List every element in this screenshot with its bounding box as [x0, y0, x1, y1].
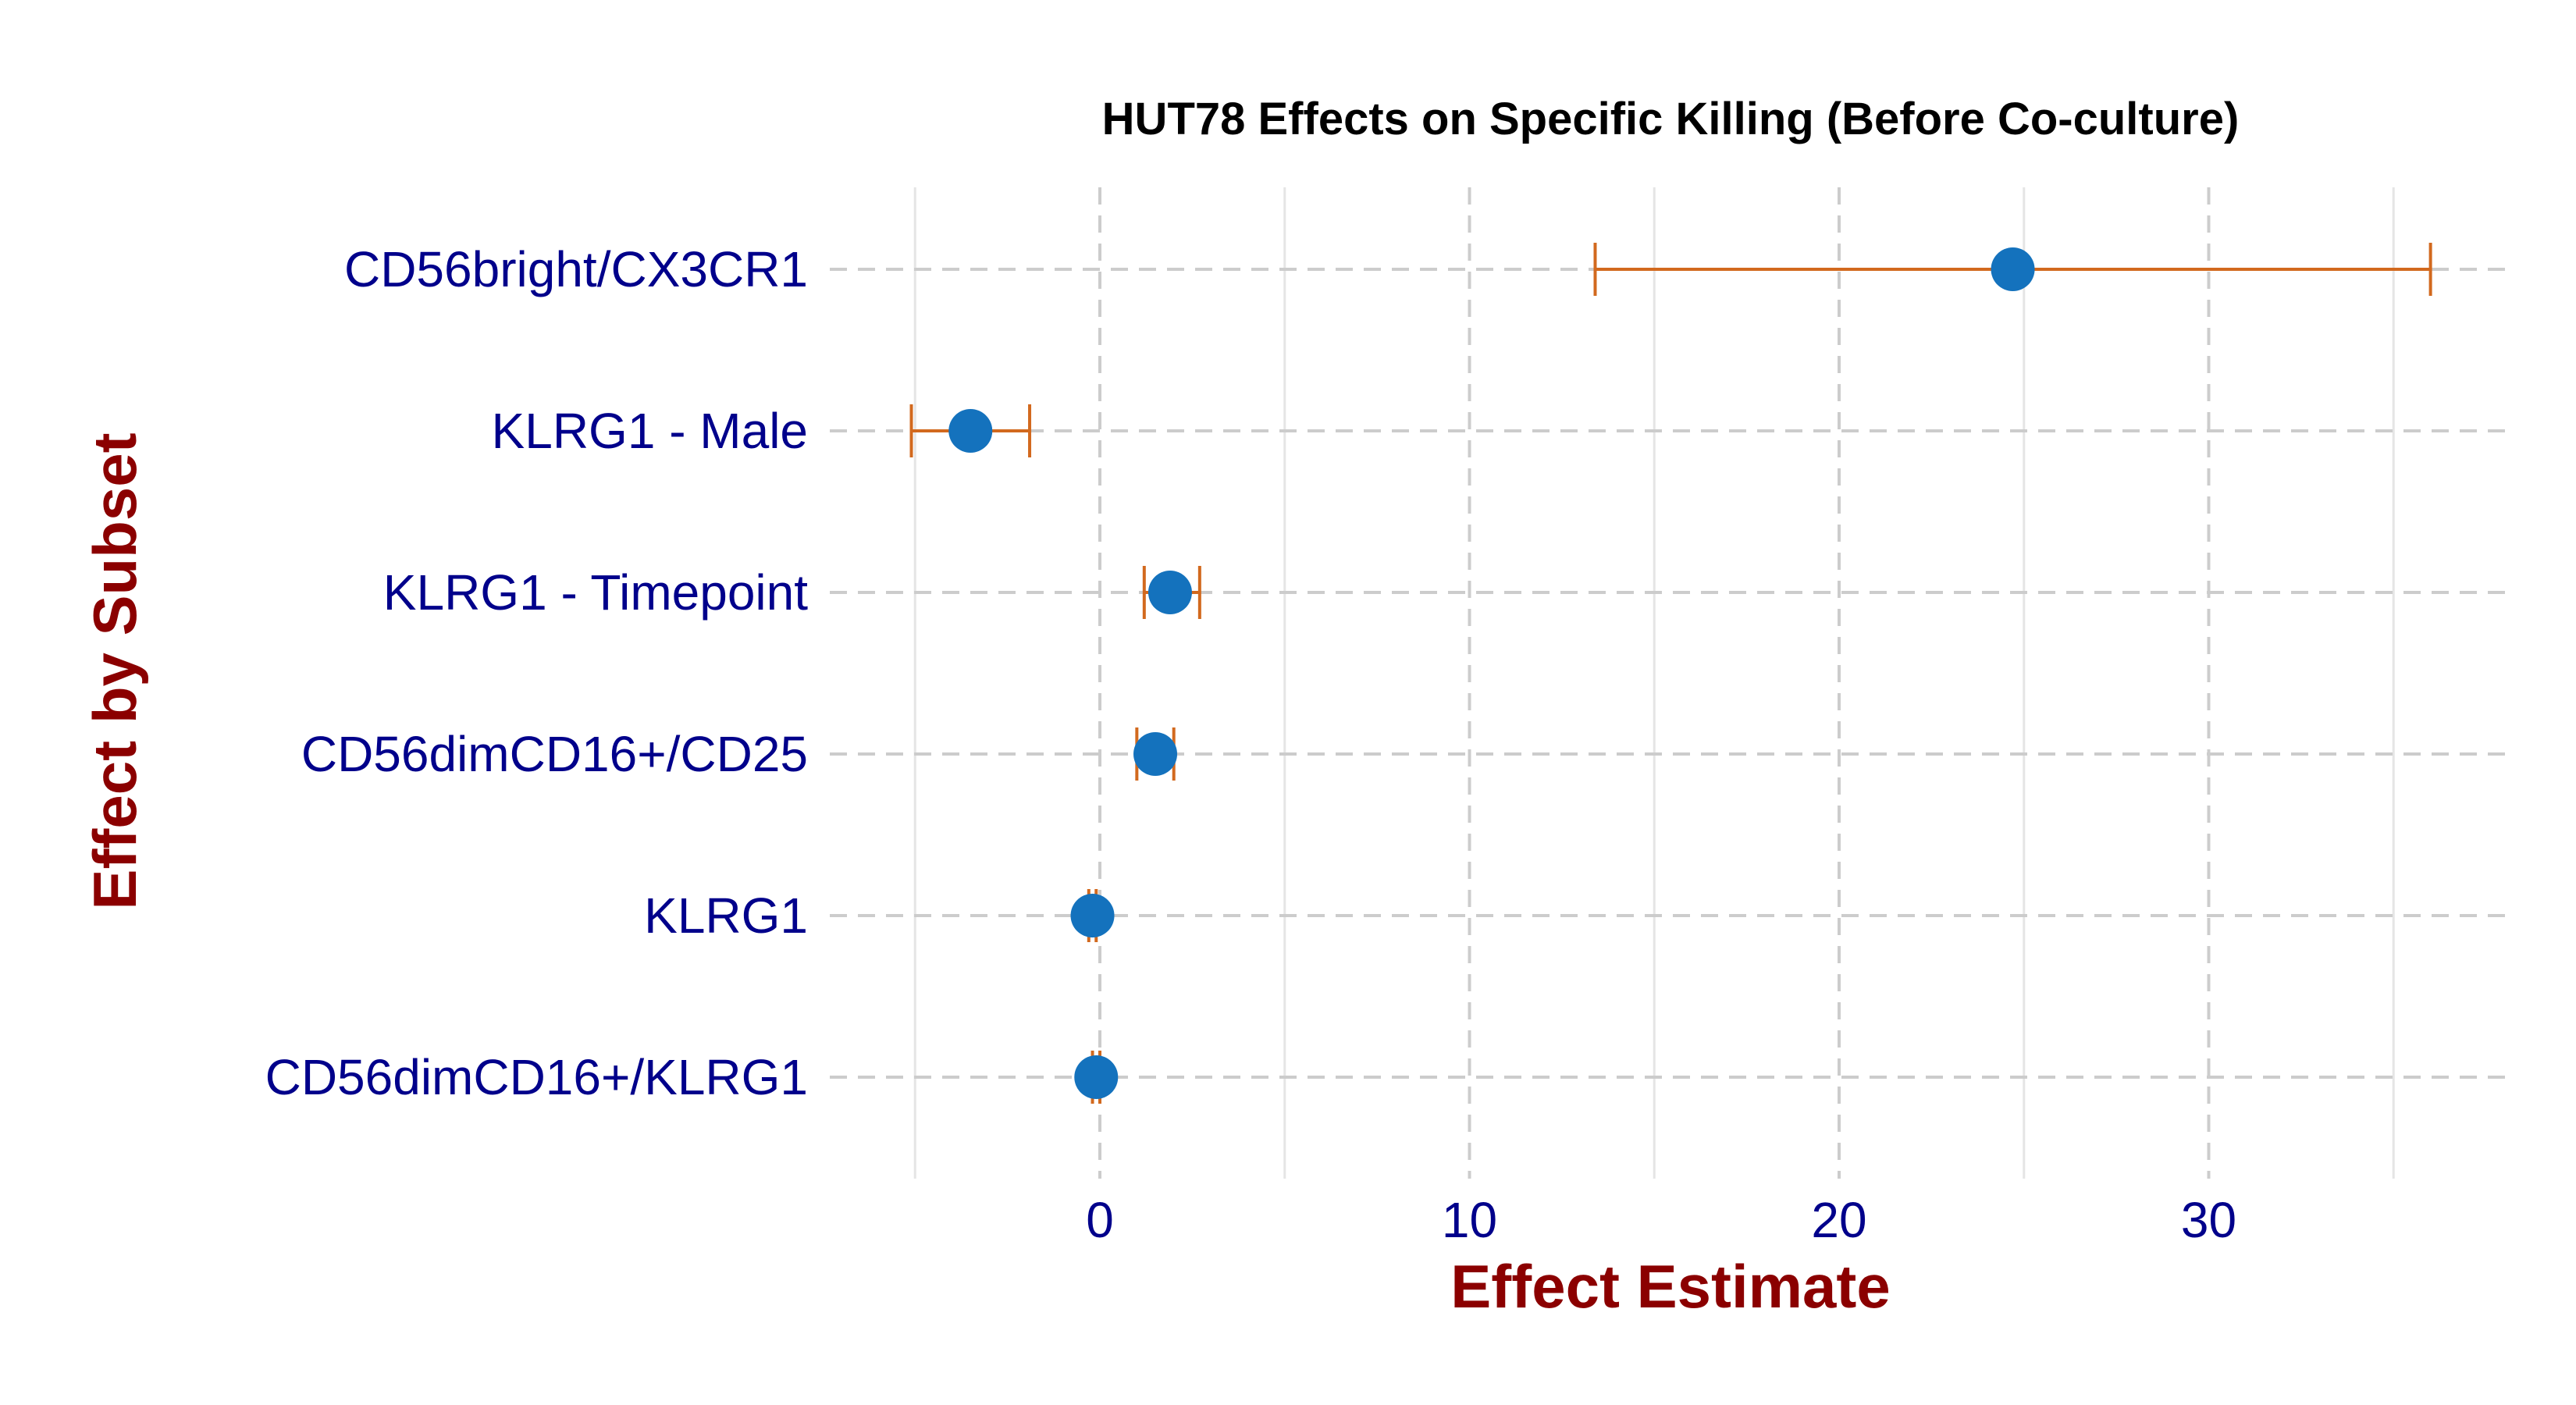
y-tick-label: CD56dimCD16+/KLRG1 [265, 1049, 808, 1105]
y-tick-label: KLRG1 - Timepoint [383, 564, 808, 621]
y-tick-label: KLRG1 - Male [492, 403, 808, 459]
y-tick-label: CD56dimCD16+/CD25 [301, 726, 808, 782]
x-tick-label: 10 [1442, 1192, 1497, 1248]
y-axis-title: Effect by Subset [80, 432, 149, 909]
x-tick-label: 30 [2181, 1192, 2236, 1248]
major-gridlines [830, 187, 2508, 1179]
y-tick-label: CD56bright/CX3CR1 [344, 241, 808, 297]
y-tick-label: KLRG1 [644, 887, 808, 944]
point-estimate [948, 409, 993, 453]
point-estimate [1147, 571, 1192, 614]
point-estimates [948, 247, 2035, 1099]
x-tick-labels: 0 10 20 30 [1086, 1192, 2236, 1248]
minor-gridlines [913, 187, 2395, 1179]
point-estimate [1991, 247, 2035, 291]
x-tick-label: 0 [1086, 1192, 1114, 1248]
y-tick-labels: CD56bright/CX3CR1 KLRG1 - Male KLRG1 - Tim… [265, 241, 809, 1105]
error-bars [909, 243, 2432, 1104]
point-estimate [1133, 732, 1178, 776]
x-axis-title: Effect Estimate [1450, 1252, 1891, 1321]
x-tick-label: 20 [1811, 1192, 1866, 1248]
point-estimate [1074, 1055, 1119, 1099]
point-estimate [1070, 894, 1115, 937]
chart-title: HUT78 Effects on Specific Killing (Befor… [1102, 94, 2240, 144]
